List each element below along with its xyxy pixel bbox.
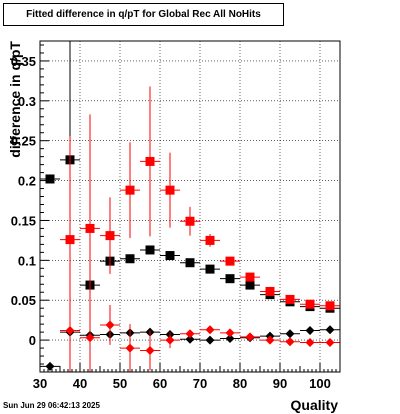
data-point [325, 337, 335, 347]
data-point [165, 251, 175, 261]
y-tick-label: 0.25 [11, 134, 36, 149]
data-point [125, 343, 135, 353]
x-tick-label: 80 [233, 376, 247, 391]
data-point [85, 223, 95, 233]
data-point [145, 345, 155, 355]
data-marks [40, 41, 340, 372]
data-point [85, 333, 95, 343]
data-point [225, 328, 235, 338]
chart-title: Fitted difference in q/pT for Global Rec… [26, 9, 261, 20]
y-tick-label: 0.35 [11, 54, 36, 69]
data-point [185, 329, 195, 339]
data-point [185, 334, 195, 344]
data-point [125, 185, 135, 195]
grid [40, 41, 340, 372]
data-point [165, 185, 175, 195]
tick-labels: 30 40 50 60 70 80 90 100 0 0.05 0.1 0.15 0.2 0.25 0.3 0… [11, 54, 331, 391]
data-point [45, 174, 55, 184]
y-axis-label: difference in q/pT [7, 41, 23, 158]
data-point [185, 216, 195, 226]
data-point [225, 256, 235, 266]
y-tick-label: 0.3 [18, 94, 36, 109]
data-point [305, 299, 315, 309]
data-point [305, 326, 315, 336]
y-tick-label: 0 [29, 333, 36, 348]
data-point [185, 258, 195, 268]
data-point [245, 272, 255, 282]
x-tick-label: 50 [113, 376, 127, 391]
x-tick-label: 70 [193, 376, 207, 391]
x-tick-label: 30 [33, 376, 47, 391]
timestamp: Sun Jun 29 06:42:13 2025 [3, 401, 100, 410]
data-point [245, 280, 255, 290]
data-point [205, 335, 215, 345]
data-point [325, 301, 335, 311]
data-point [65, 235, 75, 245]
x-tick-label: 100 [309, 376, 331, 391]
series-4 [60, 242, 340, 372]
x-axis-label: Quality [291, 397, 339, 413]
axis-ticks [39, 44, 337, 373]
y-tick-label: 0.15 [11, 213, 36, 228]
data-point [205, 325, 215, 335]
x-tick-label: 60 [153, 376, 167, 391]
series-1 [40, 41, 340, 313]
data-point [205, 235, 215, 245]
data-point [225, 274, 235, 284]
data-point [305, 337, 315, 347]
data-point [245, 332, 255, 342]
data-point [165, 335, 175, 345]
data-point [105, 320, 115, 330]
series-2 [60, 86, 340, 344]
title-box: Fitted difference in q/pT for Global Rec… [3, 3, 284, 26]
data-point [285, 337, 295, 347]
y-tick-label: 0.1 [18, 253, 36, 268]
data-point [205, 264, 215, 274]
data-point [105, 231, 115, 241]
plot-frame [39, 40, 341, 373]
data-point [265, 335, 275, 345]
data-point [285, 329, 295, 339]
y-tick-label: 0.05 [11, 293, 36, 308]
data-point [45, 361, 55, 371]
data-point [125, 254, 135, 264]
data-point [325, 325, 335, 335]
data-point [145, 156, 155, 166]
y-tick-label: 0.2 [18, 174, 36, 189]
data-point [65, 326, 75, 336]
data-point [285, 294, 295, 304]
data-point [145, 245, 155, 255]
x-tick-label: 40 [73, 376, 87, 391]
x-tick-label: 90 [273, 376, 287, 391]
data-point [265, 286, 275, 296]
data-point [225, 334, 235, 344]
